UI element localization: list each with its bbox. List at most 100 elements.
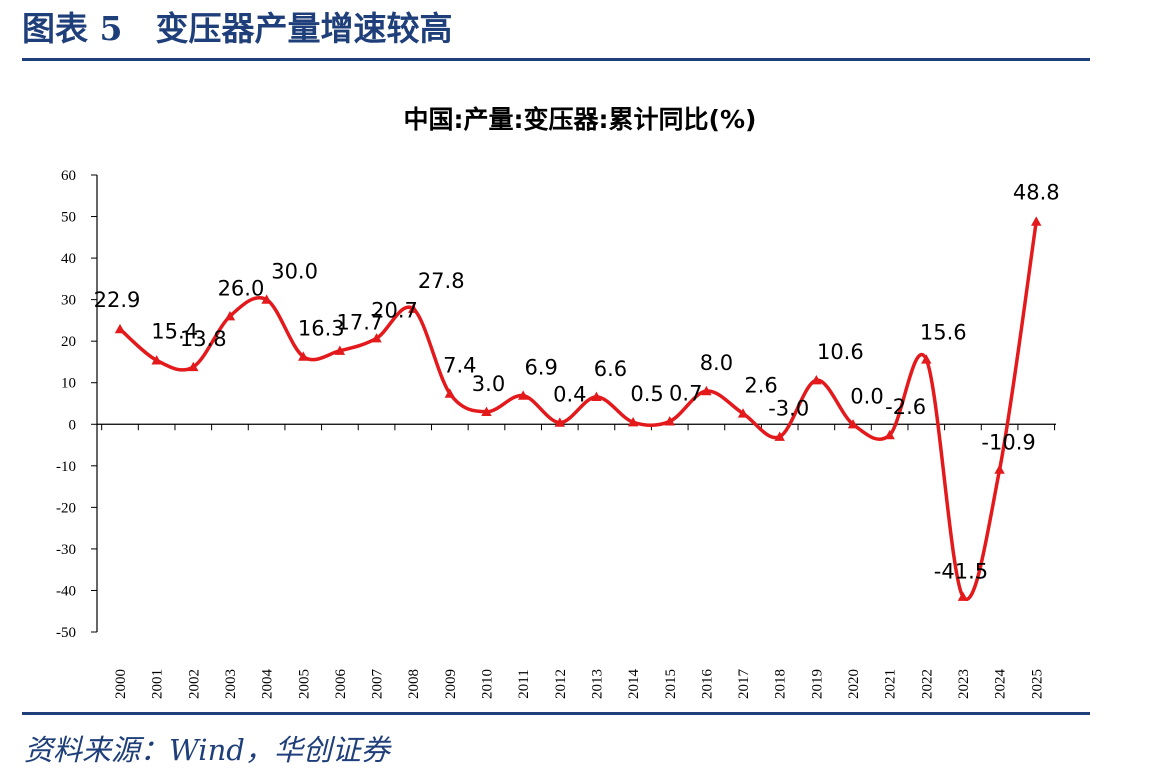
data-point <box>957 591 969 601</box>
x-tick-label: 2000 <box>113 669 129 699</box>
x-tick-label: 2013 <box>589 669 605 699</box>
x-tick-label: 2024 <box>993 669 1009 700</box>
x-tick-label: 2017 <box>736 669 752 700</box>
data-point <box>627 416 639 427</box>
data-label: 7.4 <box>443 354 476 378</box>
data-point <box>261 294 272 304</box>
data-label: 17.7 <box>337 311 384 335</box>
x-tick-label: 2015 <box>663 669 679 699</box>
x-tick-label: 2023 <box>956 669 972 699</box>
data-point <box>737 408 749 418</box>
x-tick-label: 2014 <box>626 669 642 700</box>
x-tick-label: 2022 <box>919 669 935 699</box>
data-point <box>701 385 712 396</box>
x-tick-label: 2004 <box>260 669 276 700</box>
x-tick-label: 2002 <box>186 669 202 699</box>
x-tick-label: 2018 <box>773 669 789 699</box>
x-tick-label: 2001 <box>150 669 166 699</box>
source-note: 资料来源：Wind，华创证券 <box>24 733 390 767</box>
data-point <box>1031 216 1042 226</box>
x-tick-label: 2009 <box>443 669 459 699</box>
y-tick-label: -10 <box>56 459 76 475</box>
data-labels: 22.9 15.413.8 26.030.0 16.317.720.727.8 7.43… <box>94 181 1060 584</box>
figure-title: 图表 5 变压器产量增速较高 <box>22 9 453 48</box>
data-label: 0.5 <box>630 382 663 406</box>
data-point <box>847 419 859 429</box>
y-tick-label: -20 <box>56 500 76 516</box>
data-point <box>114 323 126 334</box>
y-tick-label: 10 <box>61 376 76 392</box>
data-label: 0.0 <box>850 384 883 408</box>
series-markers <box>114 216 1042 601</box>
data-label: 2.6 <box>744 373 777 397</box>
data-point <box>811 375 822 385</box>
line-chart: 中国:产量:变压器:累计同比(%) 6050403020100-10-20-30… <box>56 105 1060 700</box>
data-point <box>444 388 456 398</box>
x-tick-label: 2019 <box>809 669 825 699</box>
data-point <box>481 406 492 416</box>
data-point <box>994 464 1005 474</box>
data-label: -10.9 <box>981 431 1035 455</box>
y-tick-label: 60 <box>61 168 76 184</box>
data-point <box>774 431 785 441</box>
data-point <box>151 355 162 365</box>
x-tick-label: 2005 <box>296 669 312 699</box>
data-point <box>884 429 895 440</box>
x-tick-label: 2007 <box>370 669 386 700</box>
data-label: 26.0 <box>218 276 265 300</box>
data-label: 0.7 <box>669 381 702 405</box>
data-label: 10.6 <box>817 340 864 364</box>
data-label: 0.4 <box>553 383 586 407</box>
data-point <box>188 361 199 372</box>
data-point <box>334 345 346 355</box>
data-label: 8.0 <box>700 351 733 375</box>
data-point <box>224 311 236 321</box>
data-label: 13.8 <box>180 327 227 351</box>
bottom-rule <box>22 712 1090 715</box>
data-label: 16.3 <box>298 317 345 341</box>
y-tick-label: 30 <box>61 293 76 309</box>
x-tick-label: 2010 <box>480 669 496 699</box>
data-point <box>298 351 309 361</box>
x-tick-label: 2008 <box>406 669 422 699</box>
data-point <box>408 303 419 313</box>
x-tick-label: 2021 <box>883 669 899 699</box>
data-point <box>371 333 382 343</box>
y-tick-label: -30 <box>56 542 76 558</box>
data-label: 6.9 <box>524 356 557 380</box>
data-label: 6.6 <box>594 357 627 381</box>
y-tick-label: 0 <box>69 417 77 433</box>
data-label: 27.8 <box>418 269 465 293</box>
x-tick-label: 2025 <box>1029 669 1045 699</box>
data-label: 48.8 <box>1013 181 1060 205</box>
x-tick-label: 2020 <box>846 669 862 699</box>
x-tick-label: 2011 <box>516 669 532 698</box>
data-label: -3.0 <box>768 397 809 421</box>
data-label: 15.6 <box>920 320 967 344</box>
series-line <box>118 219 1038 601</box>
data-point <box>591 391 602 402</box>
top-rule <box>22 58 1090 61</box>
data-point <box>921 354 932 364</box>
data-label: 15.4 <box>151 319 198 343</box>
y-tick-label: -40 <box>56 583 76 599</box>
x-axis-ticks: 2000 2001 2002 2003 2004 2005 2006 2007 2008 2009… <box>101 424 1056 700</box>
y-tick-label: 50 <box>61 210 76 226</box>
data-label: 3.0 <box>472 372 505 396</box>
x-tick-label: 2012 <box>553 669 569 699</box>
data-label: 22.9 <box>94 288 141 312</box>
y-tick-label: 20 <box>61 334 76 350</box>
data-label: 20.7 <box>371 298 418 322</box>
data-label: -2.6 <box>885 395 926 419</box>
data-label: 30.0 <box>271 260 318 284</box>
x-tick-label: 2006 <box>333 669 349 700</box>
chart-title: 中国:产量:变压器:累计同比(%) <box>404 105 757 134</box>
x-tick-label: 2016 <box>699 669 715 700</box>
data-label: -41.5 <box>934 560 988 584</box>
y-tick-label: 40 <box>61 251 76 267</box>
data-point <box>664 416 675 426</box>
data-point <box>554 417 565 427</box>
x-tick-label: 2003 <box>223 669 239 699</box>
data-point <box>517 390 529 400</box>
y-axis-ticks: 60 50 40 30 20 10 0 -10 -20 -30 -40 -50 <box>56 168 97 641</box>
